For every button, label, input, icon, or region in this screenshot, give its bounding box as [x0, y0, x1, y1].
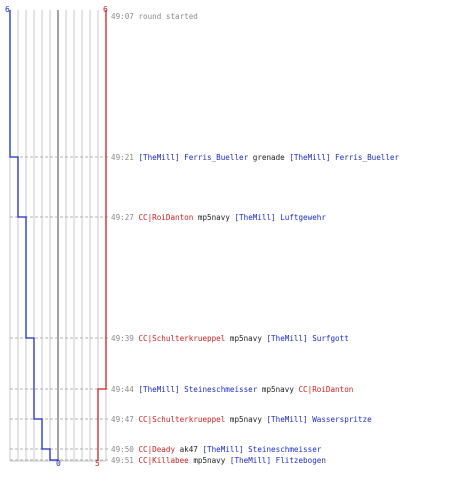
event-time: 49:50 [111, 445, 134, 454]
event-row: 49:50 CC|Deady ak47 [TheMill] Steineschm… [111, 444, 321, 455]
event-time: 49:44 [111, 385, 134, 394]
event-row: 49:47 CC|Schulterkrueppel mp5navy [TheMi… [111, 414, 372, 425]
event-row: 49:39 CC|Schulterkrueppel mp5navy [TheMi… [111, 333, 349, 344]
event-time: 49:21 [111, 153, 134, 162]
event-time: 49:47 [111, 415, 134, 424]
event-killer: [TheMill] Ferris_Bueller [138, 153, 249, 162]
event-weapon: mp5navy [197, 213, 230, 222]
event-killer: CC|RoiDanton [138, 213, 194, 222]
event-killer: CC|Schulterkrueppel [138, 415, 226, 424]
event-time: 49:51 [111, 456, 134, 465]
event-killer: CC|Schulterkrueppel [138, 334, 226, 343]
event-killer: CC|Deady [138, 445, 176, 454]
event-row: 49:44 [TheMill] Steineschmeisser mp5navy… [111, 384, 353, 395]
event-victim: [TheMill] Steineschmeisser [202, 445, 322, 454]
event-time: 49:07 [111, 12, 134, 21]
event-killer: [TheMill] Steineschmeisser [138, 385, 258, 394]
event-time: 49:39 [111, 334, 134, 343]
event-weapon: mp5navy [261, 385, 294, 394]
event-weapon: mp5navy [229, 334, 262, 343]
red-team-alive-line [97, 10, 107, 461]
red-team-end-count: 5 [95, 459, 100, 468]
event-victim: [TheMill] Luftgewehr [234, 213, 326, 222]
event-row: 49:51 CC|Killabee mp5navy [TheMill] Flit… [111, 455, 326, 466]
event-victim: [TheMill] Surfgott [266, 334, 349, 343]
event-killer: CC|Killabee [138, 456, 189, 465]
event-time: 49:27 [111, 213, 134, 222]
event-victim: [TheMill] Wasserspritze [266, 415, 372, 424]
event-weapon: mp5navy [193, 456, 226, 465]
blue-team-end-count: 0 [56, 459, 61, 468]
blue-team-start-count: 6 [5, 5, 10, 14]
event-row: 49:27 CC|RoiDanton mp5navy [TheMill] Luf… [111, 212, 326, 223]
event-weapon: mp5navy [229, 415, 262, 424]
event-row: 49:21 [TheMill] Ferris_Bueller grenade [… [111, 152, 399, 163]
event-victim: [TheMill] Flitzebogen [229, 456, 326, 465]
event-weapon: ak47 [179, 445, 198, 454]
event-victim: CC|RoiDanton [298, 385, 354, 394]
event-weapon: grenade [252, 153, 285, 162]
blue-team-alive-line [9, 10, 59, 461]
event-row: 49:07 round started [111, 11, 198, 22]
red-team-start-count: 6 [103, 5, 108, 14]
event-victim: [TheMill] Ferris_Bueller [289, 153, 400, 162]
event-message: round started [138, 12, 198, 21]
